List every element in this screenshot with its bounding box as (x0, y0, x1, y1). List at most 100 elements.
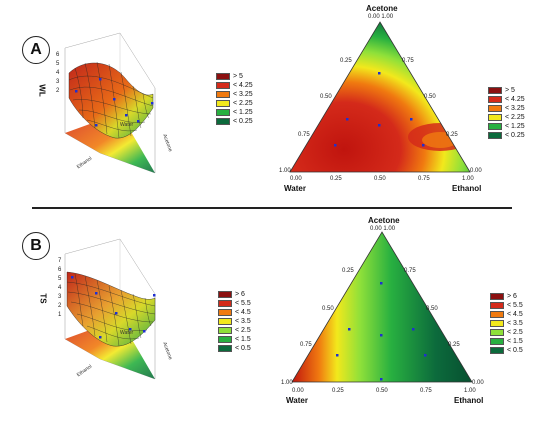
z-tick-5: 5 (58, 276, 62, 282)
legend-label: < 3.5 (235, 318, 251, 325)
ternary-b-left-corner: 1.00 (281, 380, 293, 386)
ternary-a-right-side-1: 0.75 (402, 58, 414, 64)
legend-label: < 0.5 (507, 347, 523, 354)
surface-a-legend: > 5 < 4.25 < 3.25 < 2.25 < 1.25 < 0.25 (216, 72, 253, 126)
z-tick-2: 2 (58, 303, 62, 309)
surface-b-ylabel: TS (38, 293, 48, 304)
legend-swatch (216, 73, 230, 80)
legend-label: < 3.25 (233, 91, 253, 98)
z-tick-7: 7 (58, 258, 62, 264)
ternary-plot-a (289, 21, 471, 173)
legend-label: < 0.5 (235, 345, 251, 352)
surface-plot-a (64, 32, 156, 174)
ternary-a-right-corner: 0.00 (470, 168, 482, 174)
legend-swatch (490, 338, 504, 345)
legend-label: < 4.25 (233, 82, 253, 89)
legend-swatch (490, 311, 504, 318)
ternary-plot-b (291, 231, 473, 383)
legend-label: > 5 (233, 73, 243, 80)
z-tick-3: 3 (58, 294, 62, 300)
ternary-a-right-corner2: 1.00 (462, 176, 474, 182)
panel-b-label: B (30, 237, 42, 254)
surface-a-ylabel: WL (37, 84, 47, 97)
legend-swatch (218, 336, 232, 343)
ternary-b-bottom-3: 0.75 (420, 388, 432, 394)
ternary-a-left-side-1: 0.25 (340, 58, 352, 64)
ternary-a-bottom-1: 0.25 (330, 176, 342, 182)
panel-a-badge: A (22, 36, 50, 64)
ternary-b-left-corner2: 0.00 (292, 388, 304, 394)
legend-label: < 1.25 (505, 123, 525, 130)
ternary-b-top-tick: 0.00 1.00 (370, 226, 396, 232)
ternary-b-left-label: Water (286, 396, 308, 405)
ternary-b-right-label: Ethanol (454, 396, 484, 405)
legend-label: < 2.25 (505, 114, 525, 121)
ternary-a-right-side-3: 0.25 (446, 132, 458, 138)
ternary-a-bottom-3: 0.75 (418, 176, 430, 182)
ternary-a-top-tick: 0.00 1.00 (368, 14, 394, 20)
ternary-a-left-side-3: 0.75 (298, 132, 310, 138)
surface-a-zticks: 6 5 4 3 2 (56, 52, 66, 94)
legend-swatch (216, 109, 230, 116)
legend-swatch (216, 91, 230, 98)
ternary-a-left-corner2: 0.00 (290, 176, 302, 182)
ternary-a-top-label: Acetone (366, 4, 398, 13)
legend-swatch (218, 327, 232, 334)
ternary-b-left-side-1: 0.25 (342, 268, 354, 274)
z-tick-1: 1 (58, 312, 62, 318)
z-tick-5: 5 (56, 61, 60, 67)
legend-swatch (216, 100, 230, 107)
legend-label: < 0.25 (505, 132, 525, 139)
legend-swatch (218, 318, 232, 325)
legend-swatch (490, 320, 504, 327)
legend-label: > 6 (507, 293, 517, 300)
legend-label: < 3.5 (507, 320, 523, 327)
surface-b-water-label: Water (120, 330, 134, 336)
ternary-a-bottom-2: 0.50 (374, 176, 386, 182)
legend-swatch (488, 123, 502, 130)
legend-swatch (488, 114, 502, 121)
legend-swatch (216, 118, 230, 125)
legend-swatch (490, 302, 504, 309)
ternary-b-right-corner: 0.00 (472, 380, 484, 386)
legend-label: < 2.25 (233, 100, 253, 107)
legend-label: < 1.25 (233, 109, 253, 116)
surface-a-water-label: Water (120, 122, 134, 128)
surface-b-legend: > 6 < 5.5 < 4.5 < 3.5 < 2.5 < 1.5 < 0.5 (218, 290, 251, 353)
legend-swatch (490, 329, 504, 336)
ternary-b-left-side-3: 0.75 (300, 342, 312, 348)
legend-label: < 4.25 (505, 96, 525, 103)
legend-swatch (218, 345, 232, 352)
ternary-b-right-corner2: 1.00 (464, 388, 476, 394)
legend-label: < 5.5 (507, 302, 523, 309)
legend-label: < 4.5 (235, 309, 251, 316)
ternary-a-right-label: Ethanol (452, 184, 482, 193)
surface-plot-b (64, 238, 156, 380)
legend-label: < 2.5 (507, 329, 523, 336)
z-tick-3: 3 (56, 79, 60, 85)
ternary-b-right-side-3: 0.25 (448, 342, 460, 348)
panel-b-badge: B (22, 232, 50, 260)
section-divider (32, 207, 512, 209)
legend-label: < 0.25 (233, 118, 253, 125)
z-tick-2: 2 (56, 88, 60, 94)
legend-swatch (218, 291, 232, 298)
legend-label: < 2.5 (235, 327, 251, 334)
ternary-b-bottom-2: 0.50 (376, 388, 388, 394)
ternary-a-right-side-2: 0.50 (424, 94, 436, 100)
legend-swatch (488, 132, 502, 139)
legend-label: < 1.5 (235, 336, 251, 343)
ternary-a-legend: > 5 < 4.25 < 3.25 < 2.25 < 1.25 < 0.25 (488, 86, 525, 140)
ternary-b-top-label: Acetone (368, 216, 400, 225)
z-tick-4: 4 (58, 285, 62, 291)
legend-swatch (490, 293, 504, 300)
legend-swatch (216, 82, 230, 89)
legend-swatch (218, 309, 232, 316)
ternary-b-legend: > 6 < 5.5 < 4.5 < 3.5 < 2.5 < 1.5 < 0.5 (490, 292, 523, 355)
legend-label: > 6 (235, 291, 245, 298)
ternary-a-left-side-2: 0.50 (320, 94, 332, 100)
legend-swatch (488, 105, 502, 112)
legend-label: < 4.5 (507, 311, 523, 318)
legend-label: < 3.25 (505, 105, 525, 112)
ternary-b-right-side-1: 0.75 (404, 268, 416, 274)
